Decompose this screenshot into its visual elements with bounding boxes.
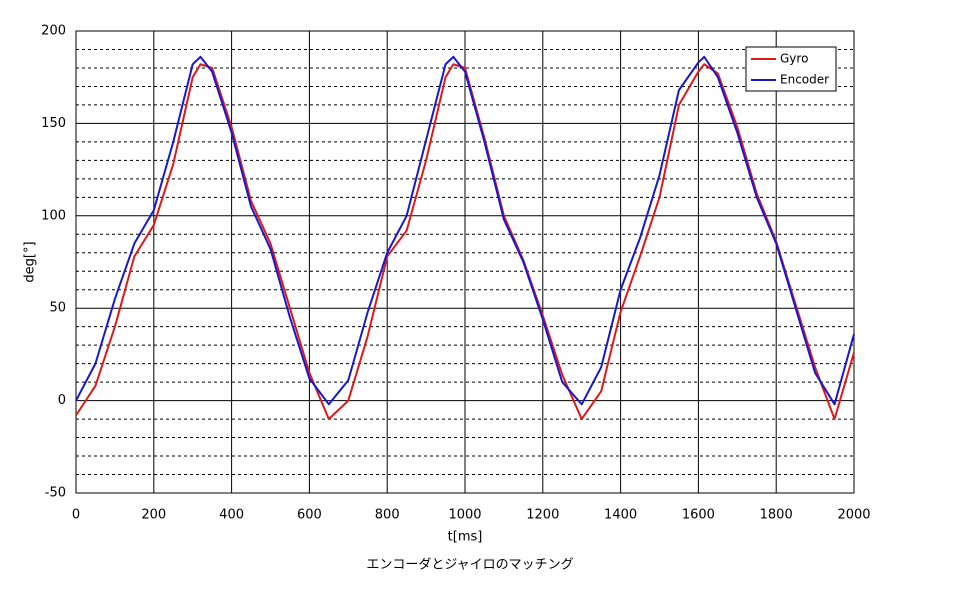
legend-box [745, 46, 837, 92]
x-tick-label: 0 [72, 508, 80, 523]
plot-border [75, 30, 855, 494]
x-tick-label: 800 [375, 508, 400, 523]
x-tick-label: 200 [141, 508, 166, 523]
x-tick-label: 2000 [837, 508, 870, 523]
y-tick-label: 50 [49, 301, 66, 316]
x-tick-label: 1000 [448, 508, 481, 523]
y-tick-label: 200 [41, 24, 66, 39]
x-tick-label: 1600 [682, 508, 715, 523]
y-tick-label: 100 [41, 208, 66, 223]
x-tick-label: 1800 [760, 508, 793, 523]
x-tick-label: 1400 [604, 508, 637, 523]
y-tick-label: 0 [58, 393, 66, 408]
y-axis-label: deg[°] [23, 241, 38, 282]
chart-title: エンコーダとジャイロのマッチング [366, 558, 573, 573]
legend-label: Gyro [780, 52, 808, 66]
x-tick-label: 1200 [526, 508, 559, 523]
x-tick-label: 400 [219, 508, 244, 523]
y-tick-label: 150 [41, 116, 66, 131]
y-tick-label: -50 [45, 486, 66, 501]
x-axis-label: t[ms] [448, 530, 483, 545]
legend-label: Encoder [780, 73, 829, 87]
data-line [75, 55, 855, 406]
x-tick-label: 600 [297, 508, 322, 523]
data-line [75, 63, 855, 421]
